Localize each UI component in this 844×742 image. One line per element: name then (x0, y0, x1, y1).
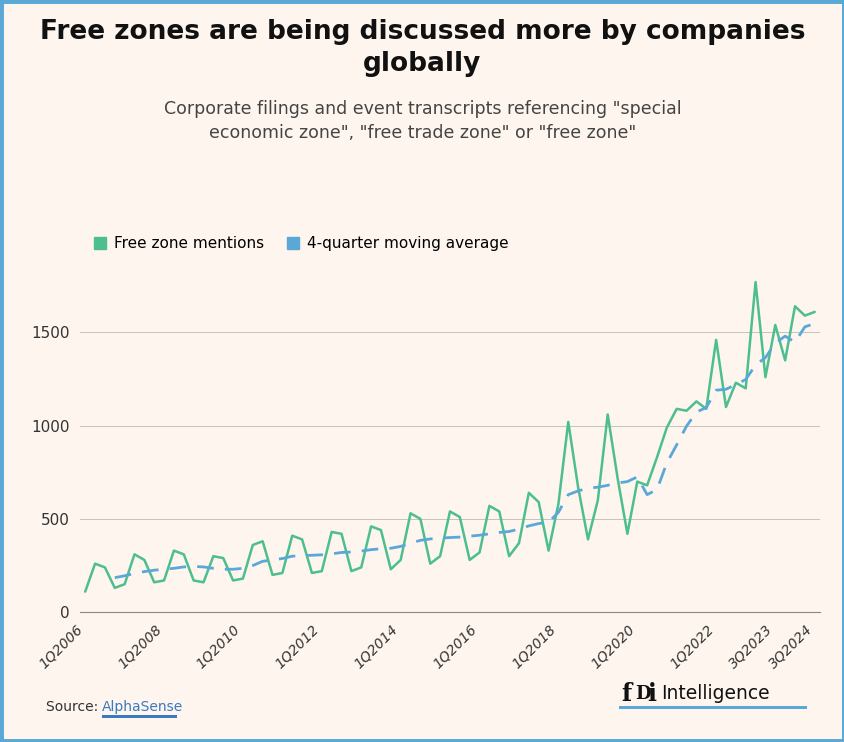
Text: Intelligence: Intelligence (660, 684, 769, 703)
Text: f: f (620, 682, 630, 706)
Text: AlphaSense: AlphaSense (102, 700, 183, 714)
Text: i: i (647, 682, 656, 706)
Text: Source:: Source: (46, 700, 103, 714)
Text: D: D (635, 685, 650, 703)
Text: Free zones are being discussed more by companies
globally: Free zones are being discussed more by c… (40, 19, 804, 76)
Legend: Free zone mentions, 4-quarter moving average: Free zone mentions, 4-quarter moving ave… (88, 230, 514, 257)
Text: Corporate filings and event transcripts referencing "special
economic zone", "fr: Corporate filings and event transcripts … (164, 100, 680, 142)
